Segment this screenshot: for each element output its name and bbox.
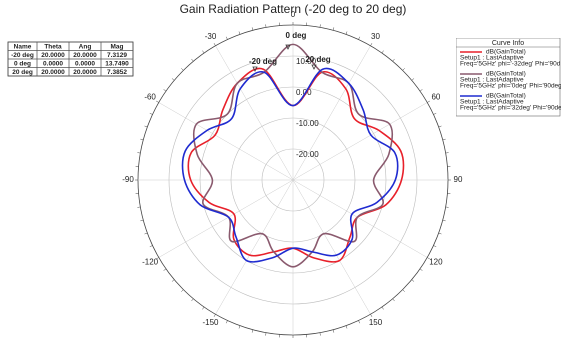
theta-tick-label: 0: [291, 10, 296, 19]
table-header: Mag: [111, 43, 124, 50]
spoke: [293, 180, 371, 314]
legend-title: Curve Info: [492, 40, 524, 47]
table-cell-text: 20.0000: [73, 69, 97, 76]
theta-tick-label: 90: [454, 175, 463, 184]
series-line: [188, 68, 403, 261]
markers: 0 deg -20 deg 20 deg: [249, 31, 331, 71]
table-cell-text: 20 deg: [12, 69, 33, 76]
theta-tick-label: -60: [144, 93, 156, 102]
spoke: [159, 180, 293, 258]
spoke: [216, 180, 294, 314]
marker-label: 0 deg: [286, 31, 307, 40]
table-cell-text: 20.0000: [41, 69, 65, 76]
table-cell-text: 20.0000: [73, 52, 97, 59]
table-cell-text: 0 deg: [14, 60, 31, 67]
legend-condition: Freq='5GHz' phi='32deg' Phi='90de: [460, 105, 561, 112]
table-cell-text: 0.0000: [43, 60, 63, 67]
table-cell-text: 20.0000: [41, 52, 65, 59]
spoke: [159, 103, 293, 181]
table-cell-text: 7.3129: [107, 52, 127, 59]
theta-tick-label: -150: [202, 318, 219, 327]
theta-tick-label: 120: [429, 258, 443, 267]
spoke: [293, 180, 427, 258]
table-cell-text: 7.3852: [107, 69, 127, 76]
legend-condition: Freq='5GHz' phi='0deg' Phi='90deg': [460, 83, 561, 90]
marker-label: -20 deg: [249, 57, 277, 66]
legend-condition: Freq='5GHz' phi='-32deg' Phi='90d: [460, 61, 561, 68]
theta-tick-label: 60: [431, 93, 440, 102]
polar-grid: -20.00-10.000.0010.000306090120150-180-1…: [122, 10, 463, 339]
table-cell-text: -20 deg: [11, 52, 34, 59]
table-cell-text: 13.7490: [105, 60, 129, 67]
theta-tick-label: -30: [205, 32, 217, 41]
theta-tick-label: 30: [371, 32, 380, 41]
series-line: [183, 68, 398, 261]
spoke: [293, 103, 427, 181]
table-header: Name: [14, 43, 32, 50]
theta-tick-label: 150: [369, 318, 383, 327]
r-tick-label: -10.00: [296, 119, 319, 128]
table-header: Theta: [44, 43, 62, 50]
table-cell-text: 0.0000: [75, 60, 95, 67]
marker-table: Name Theta Ang Mag -20 deg 20.0000 20.0000 7.31…: [8, 42, 133, 76]
theta-tick-label: -90: [122, 175, 134, 184]
marker-label: 20 deg: [305, 55, 330, 64]
table-header: Ang: [79, 43, 92, 50]
